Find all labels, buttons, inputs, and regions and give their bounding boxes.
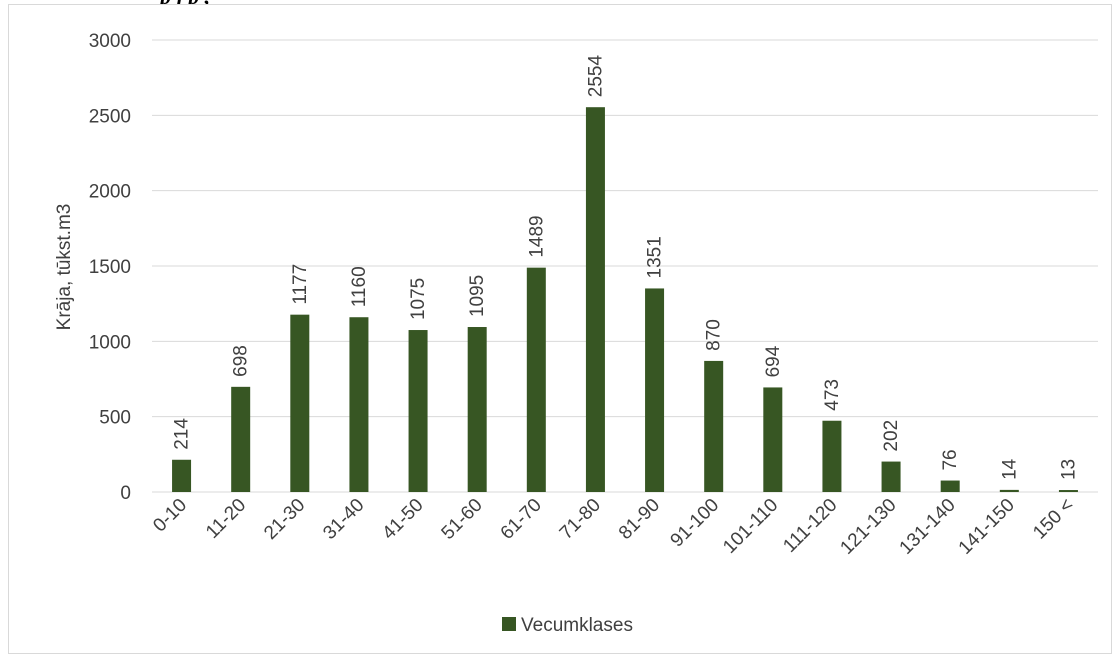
x-tick-label: 141-150 [955, 495, 1019, 559]
data-label: 694 [763, 345, 784, 377]
data-label: 1489 [526, 215, 547, 257]
x-tick-label: 21-30 [260, 495, 309, 544]
data-label: 1075 [408, 278, 429, 320]
data-label: 473 [822, 379, 843, 411]
x-tick-label: 91-100 [667, 495, 724, 552]
data-label: 14 [999, 458, 1020, 480]
x-tick-label: 51-60 [438, 495, 487, 544]
bar-71-80 [585, 107, 605, 493]
x-tick-label: 121-130 [836, 495, 900, 559]
data-label: 870 [704, 319, 725, 351]
y-tick-label: 2500 [89, 106, 131, 127]
bar-111-120 [822, 420, 842, 492]
data-label: 1095 [467, 275, 488, 317]
y-tick-label: 3000 [89, 31, 131, 52]
x-tick-label: 101-110 [719, 495, 782, 558]
y-tick-label: 500 [99, 408, 131, 429]
x-tick-label: 11-20 [202, 495, 250, 543]
bar-101-110 [763, 387, 783, 492]
bar-150 < [1058, 490, 1078, 492]
data-label: 13 [1058, 459, 1079, 480]
x-tick-label: 71-80 [556, 495, 605, 544]
bar-121-130 [881, 461, 901, 492]
x-tick-label: 41-50 [378, 495, 427, 544]
data-label: 202 [881, 420, 902, 452]
data-label: 1160 [349, 266, 370, 307]
x-tick-label: 111-120 [779, 495, 841, 557]
data-labels: 214 698 1177 1160 1075 1095 1489 2554 1351 870 694… [172, 54, 1080, 480]
gridlines [152, 39, 1098, 493]
y-tick-label: 1000 [89, 332, 131, 353]
x-tick-label: 131-140 [896, 495, 960, 559]
legend: Vecumklases [502, 615, 633, 636]
legend-swatch [502, 617, 516, 631]
x-tick-label: 0-10 [149, 495, 191, 537]
y-tick-label: 1500 [89, 257, 131, 278]
bar-131-140 [940, 480, 960, 492]
bar-11-20 [231, 386, 251, 492]
bar-61-70 [526, 267, 546, 492]
x-axis-ticks: 0-10 11-20 21-30 31-40 41-50 51-60 61-70 71-80 8… [149, 495, 1078, 559]
bar-21-30 [290, 314, 310, 492]
data-label: 1351 [645, 236, 666, 278]
data-label: 2554 [585, 54, 606, 97]
x-tick-label: 61-70 [497, 495, 546, 544]
bars [172, 107, 1078, 493]
bar-51-60 [467, 327, 487, 492]
data-label: 1177 [290, 264, 311, 305]
bar-141-150 [999, 489, 1019, 492]
chart-frame [8, 4, 1112, 654]
y-tick-label: 2000 [89, 182, 131, 203]
x-tick-label: 31-40 [319, 495, 368, 544]
data-label: 76 [940, 449, 961, 470]
y-tick-label: 0 [120, 483, 131, 504]
data-label: 214 [172, 418, 193, 450]
x-tick-label: 81-90 [615, 495, 664, 544]
bar-81-90 [645, 288, 665, 492]
bar-91-100 [704, 360, 724, 492]
y-axis-title: Krāja, tūkst.m3 [54, 204, 75, 331]
bar-41-50 [408, 330, 428, 492]
data-label: 698 [231, 345, 252, 377]
bar-31-40 [349, 317, 369, 492]
y-axis-ticks: 0 500 1000 1500 2000 2500 3000 [89, 31, 131, 504]
bar-0-10 [172, 459, 192, 492]
legend-label-vecumklases: Vecumklases [521, 615, 633, 636]
x-tick-label: 150 < [1029, 495, 1078, 544]
